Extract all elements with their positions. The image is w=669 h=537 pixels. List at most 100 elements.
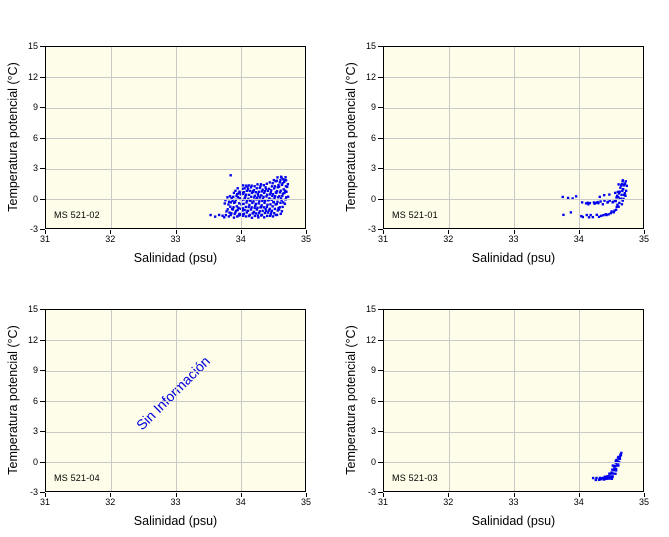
x-tick-label: 35 xyxy=(300,234,311,244)
tick-mark xyxy=(175,493,177,497)
tick-mark xyxy=(110,493,112,497)
x-tick-label: 33 xyxy=(508,497,519,507)
y-tick-label: 3 xyxy=(32,426,38,436)
x-tick-label: 33 xyxy=(170,497,181,507)
tick-mark xyxy=(378,137,383,139)
gridline xyxy=(46,168,305,170)
gridline xyxy=(384,431,643,433)
tick-mark xyxy=(40,137,45,139)
tick-mark xyxy=(378,400,383,402)
y-tick-label: 9 xyxy=(32,102,38,112)
tick-mark xyxy=(644,230,645,234)
y-tick-label: 3 xyxy=(32,163,38,173)
x-tick-label: 32 xyxy=(443,497,454,507)
x-tick-label: 33 xyxy=(508,234,519,244)
gridline xyxy=(384,370,643,372)
x-tick-label: 34 xyxy=(573,234,584,244)
y-tick-label: 6 xyxy=(370,395,376,406)
gridline xyxy=(241,310,243,491)
tick-mark xyxy=(240,230,242,234)
gridline xyxy=(46,370,305,372)
gridline xyxy=(176,310,177,491)
gridline xyxy=(46,462,305,463)
gridline xyxy=(46,107,305,109)
tick-mark xyxy=(40,198,45,200)
gridline xyxy=(579,310,581,491)
x-tick-label: 34 xyxy=(235,234,246,244)
y-tick-label: -3 xyxy=(29,487,38,497)
tick-mark xyxy=(40,46,45,47)
y-tick-label: 15 xyxy=(365,41,376,51)
tick-mark xyxy=(40,431,45,432)
tick-mark xyxy=(175,230,177,234)
y-tick-label: 0 xyxy=(32,456,38,467)
tick-mark xyxy=(40,370,45,371)
gridline xyxy=(46,199,305,200)
gridline xyxy=(384,107,643,109)
x-tick-label: 32 xyxy=(105,234,116,244)
tick-mark xyxy=(378,107,383,108)
x-tick-label: 34 xyxy=(235,497,246,507)
scatter-panel: Temperatura potencial (°C) Salinidad (ps… xyxy=(338,0,669,268)
x-axis-title: Salinidad (psu) xyxy=(471,251,556,265)
gridline xyxy=(514,310,515,491)
station-label: MS 521-03 xyxy=(392,473,438,483)
y-tick-label: 6 xyxy=(370,132,376,143)
gridline xyxy=(46,138,305,139)
station-label: MS 521-01 xyxy=(392,210,438,220)
tick-mark xyxy=(306,493,307,497)
tick-mark xyxy=(40,168,45,169)
y-tick-label: -3 xyxy=(367,224,376,234)
gridline xyxy=(384,340,643,341)
x-tick-label: 32 xyxy=(105,497,116,507)
y-tick-label: 9 xyxy=(370,102,376,112)
scatter-points xyxy=(209,174,290,219)
tick-mark xyxy=(378,309,383,310)
tick-mark xyxy=(40,339,45,341)
scatter-points xyxy=(591,451,623,482)
tick-mark xyxy=(513,493,515,497)
x-tick-label: 31 xyxy=(377,234,388,244)
tick-mark xyxy=(448,230,450,234)
y-tick-label: -3 xyxy=(29,224,38,234)
tick-mark xyxy=(378,370,383,371)
gridline xyxy=(384,462,643,463)
plot-area: MS 521-01 xyxy=(383,46,644,229)
tick-mark xyxy=(40,309,45,310)
scatter-panel: Temperatura potencial (°C) Salinidad (ps… xyxy=(338,263,669,531)
gridline xyxy=(384,199,643,200)
tick-mark xyxy=(513,230,515,234)
x-axis-title: Salinidad (psu) xyxy=(471,514,556,528)
y-tick-label: 0 xyxy=(370,193,376,204)
y-tick-label: 6 xyxy=(32,132,38,143)
tick-mark xyxy=(378,229,383,230)
x-tick-label: 31 xyxy=(377,497,388,507)
gridline xyxy=(46,340,305,341)
tick-mark xyxy=(40,76,45,78)
y-tick-label: 12 xyxy=(365,71,376,82)
x-axis-title: Salinidad (psu) xyxy=(133,514,218,528)
y-tick-label: 0 xyxy=(370,456,376,467)
x-tick-label: 31 xyxy=(39,234,50,244)
gridline xyxy=(384,168,643,170)
scatter-points xyxy=(561,179,629,219)
tick-mark xyxy=(383,493,384,497)
scatter-panel: Temperatura potencial (°C) Salinidad (ps… xyxy=(0,263,335,531)
tick-mark xyxy=(40,400,45,402)
tick-mark xyxy=(378,46,383,47)
y-tick-label: 15 xyxy=(27,304,38,314)
gridline xyxy=(384,138,643,139)
plot-area: Sin Información MS 521-04 xyxy=(45,309,306,492)
tick-mark xyxy=(378,431,383,432)
y-tick-label: 9 xyxy=(370,365,376,375)
gridline xyxy=(46,431,305,433)
gridline xyxy=(514,47,515,228)
x-tick-label: 33 xyxy=(170,234,181,244)
station-label: MS 521-04 xyxy=(54,473,100,483)
x-tick-label: 35 xyxy=(638,497,649,507)
gridline xyxy=(46,77,305,78)
tick-mark xyxy=(378,76,383,78)
tick-mark xyxy=(578,230,580,234)
tick-mark xyxy=(378,339,383,341)
